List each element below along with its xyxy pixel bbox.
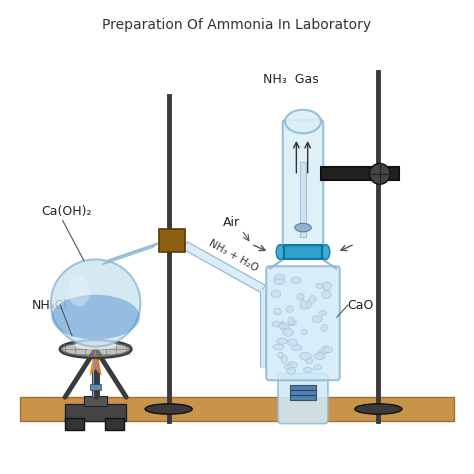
Ellipse shape bbox=[288, 339, 298, 346]
Ellipse shape bbox=[277, 338, 288, 344]
Ellipse shape bbox=[324, 347, 332, 353]
Ellipse shape bbox=[318, 351, 325, 356]
Ellipse shape bbox=[279, 321, 285, 329]
Ellipse shape bbox=[297, 293, 304, 300]
Polygon shape bbox=[103, 243, 159, 264]
Ellipse shape bbox=[288, 317, 294, 325]
Ellipse shape bbox=[273, 308, 281, 315]
Ellipse shape bbox=[74, 341, 117, 350]
FancyBboxPatch shape bbox=[283, 120, 323, 247]
Ellipse shape bbox=[51, 295, 140, 339]
Ellipse shape bbox=[295, 223, 311, 232]
Text: Ca(OH)₂: Ca(OH)₂ bbox=[41, 205, 92, 218]
Bar bbox=[20, 397, 454, 421]
Bar bbox=[84, 396, 108, 406]
Ellipse shape bbox=[273, 344, 284, 350]
Ellipse shape bbox=[314, 353, 325, 359]
Bar bbox=[284, 245, 322, 259]
Ellipse shape bbox=[305, 358, 313, 364]
Ellipse shape bbox=[303, 367, 312, 373]
Ellipse shape bbox=[278, 323, 289, 329]
Ellipse shape bbox=[51, 259, 140, 346]
Ellipse shape bbox=[276, 245, 284, 260]
Text: CaO: CaO bbox=[348, 299, 374, 312]
Ellipse shape bbox=[322, 291, 331, 299]
Ellipse shape bbox=[316, 283, 323, 289]
Bar bbox=[65, 419, 84, 430]
Ellipse shape bbox=[281, 355, 287, 363]
Ellipse shape bbox=[288, 362, 297, 368]
Ellipse shape bbox=[145, 404, 192, 414]
Ellipse shape bbox=[314, 365, 322, 370]
Ellipse shape bbox=[69, 276, 90, 307]
Ellipse shape bbox=[300, 301, 308, 309]
Polygon shape bbox=[183, 242, 265, 292]
Ellipse shape bbox=[272, 321, 280, 327]
Ellipse shape bbox=[275, 274, 285, 280]
Ellipse shape bbox=[287, 368, 296, 374]
FancyBboxPatch shape bbox=[278, 374, 328, 424]
Bar bbox=[159, 229, 185, 252]
Ellipse shape bbox=[277, 352, 283, 358]
Ellipse shape bbox=[321, 346, 329, 354]
Bar bbox=[300, 162, 306, 237]
Ellipse shape bbox=[355, 404, 402, 414]
Text: NH₃ + H₂O: NH₃ + H₂O bbox=[207, 237, 260, 273]
Ellipse shape bbox=[321, 245, 330, 260]
Ellipse shape bbox=[309, 295, 316, 303]
Text: Preparation Of Ammonia In Laboratory: Preparation Of Ammonia In Laboratory bbox=[102, 18, 372, 32]
Ellipse shape bbox=[285, 110, 321, 133]
Ellipse shape bbox=[322, 282, 331, 290]
Text: Air: Air bbox=[223, 216, 240, 229]
Bar bbox=[321, 167, 399, 181]
Text: NH₄Cl: NH₄Cl bbox=[32, 299, 68, 312]
Ellipse shape bbox=[283, 328, 293, 337]
Bar bbox=[92, 369, 100, 397]
Ellipse shape bbox=[306, 301, 311, 309]
Ellipse shape bbox=[271, 290, 281, 298]
Polygon shape bbox=[90, 351, 102, 376]
Ellipse shape bbox=[286, 306, 293, 312]
Bar bbox=[290, 385, 316, 400]
Ellipse shape bbox=[319, 310, 327, 315]
Bar bbox=[65, 404, 126, 421]
Ellipse shape bbox=[291, 277, 301, 284]
Polygon shape bbox=[93, 357, 99, 374]
Text: NH₃  Gas: NH₃ Gas bbox=[263, 73, 319, 86]
Ellipse shape bbox=[273, 277, 285, 284]
Ellipse shape bbox=[321, 324, 328, 332]
Bar bbox=[91, 384, 101, 390]
Ellipse shape bbox=[301, 330, 307, 335]
Ellipse shape bbox=[292, 345, 302, 351]
Ellipse shape bbox=[288, 320, 296, 326]
Ellipse shape bbox=[312, 316, 322, 322]
FancyBboxPatch shape bbox=[266, 266, 340, 380]
Circle shape bbox=[369, 164, 390, 184]
Ellipse shape bbox=[284, 365, 292, 370]
Bar bbox=[105, 419, 124, 430]
Ellipse shape bbox=[61, 341, 130, 357]
Ellipse shape bbox=[300, 353, 311, 360]
